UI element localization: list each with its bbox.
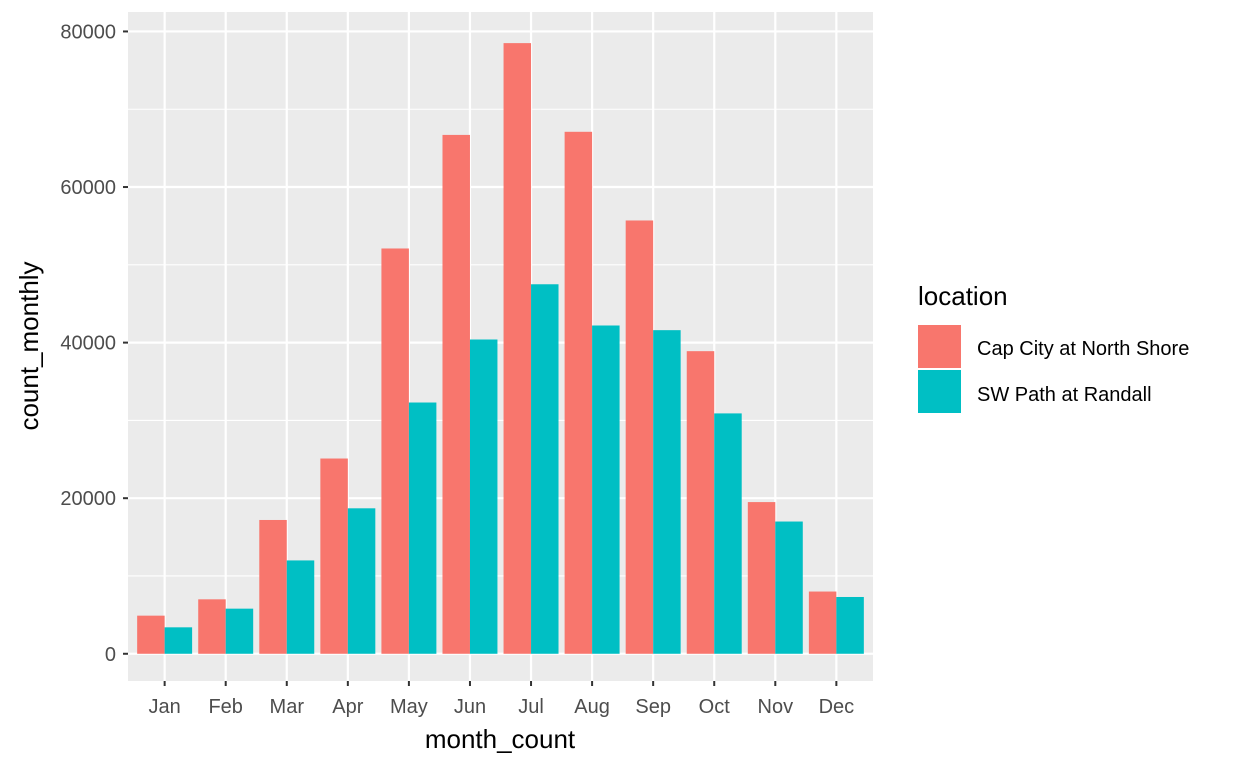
- y-tick-label: 40000: [60, 333, 116, 355]
- bar-cap-city: [320, 458, 348, 654]
- y-tick-label: 60000: [60, 177, 116, 199]
- x-tick-label: Mar: [270, 696, 305, 718]
- y-tick-label: 0: [105, 644, 116, 666]
- x-tick-label: Oct: [699, 696, 731, 718]
- x-tick-label: May: [390, 696, 428, 718]
- bar-cap-city: [686, 351, 715, 654]
- bar-sw-path: [286, 560, 315, 654]
- x-tick-label: Jun: [454, 696, 486, 718]
- bar-cap-city: [747, 502, 776, 654]
- y-axis: 0 20000 40000 60000 80000: [60, 21, 128, 666]
- legend-title: location: [918, 281, 1008, 311]
- bar-cap-city: [259, 519, 287, 654]
- x-tick-label: Sep: [635, 696, 671, 718]
- bar-cap-city: [381, 248, 409, 654]
- bar-cap-city: [625, 220, 654, 654]
- bar-cap-city: [503, 43, 532, 654]
- bar-cap-city: [198, 599, 226, 654]
- legend-key-cap-city: [918, 325, 961, 368]
- legend-label-cap-city: Cap City at North Shore: [977, 338, 1189, 360]
- bar-sw-path: [775, 521, 803, 654]
- y-tick-label: 20000: [60, 488, 116, 510]
- x-axis: Jan Feb Mar Apr May Jun Jul Aug Sep Oct Nov Dec: [149, 681, 855, 718]
- bar-cap-city: [137, 615, 165, 654]
- bar-sw-path: [714, 413, 742, 654]
- legend: location Cap City at North Shore SW Path…: [918, 281, 1189, 413]
- bar-layer: [137, 43, 864, 654]
- bar-sw-path: [592, 325, 620, 654]
- bar-sw-path: [836, 596, 864, 654]
- x-tick-label: Apr: [332, 696, 363, 718]
- y-axis-title: count_monthly: [14, 261, 44, 430]
- x-tick-label: Feb: [208, 696, 242, 718]
- bar-sw-path: [653, 330, 681, 654]
- y-tick-label: 80000: [60, 21, 116, 43]
- x-axis-title: month_count: [425, 724, 576, 754]
- bar-sw-path: [408, 402, 437, 654]
- bar-sw-path: [531, 284, 559, 654]
- bar-cap-city: [564, 131, 593, 654]
- x-tick-label: Nov: [758, 696, 794, 718]
- x-tick-label: Jul: [518, 696, 544, 718]
- x-tick-label: Dec: [819, 696, 855, 718]
- x-tick-label: Jan: [149, 696, 181, 718]
- bar-cap-city: [808, 591, 837, 654]
- bar-sw-path: [164, 627, 193, 654]
- bar-sw-path: [347, 508, 376, 654]
- bar-cap-city: [442, 134, 470, 654]
- legend-key-sw-path: [918, 370, 961, 413]
- x-tick-label: Aug: [574, 696, 610, 718]
- legend-label-sw-path: SW Path at Randall: [977, 384, 1152, 406]
- bar-sw-path: [225, 608, 254, 654]
- bar-sw-path: [469, 339, 498, 654]
